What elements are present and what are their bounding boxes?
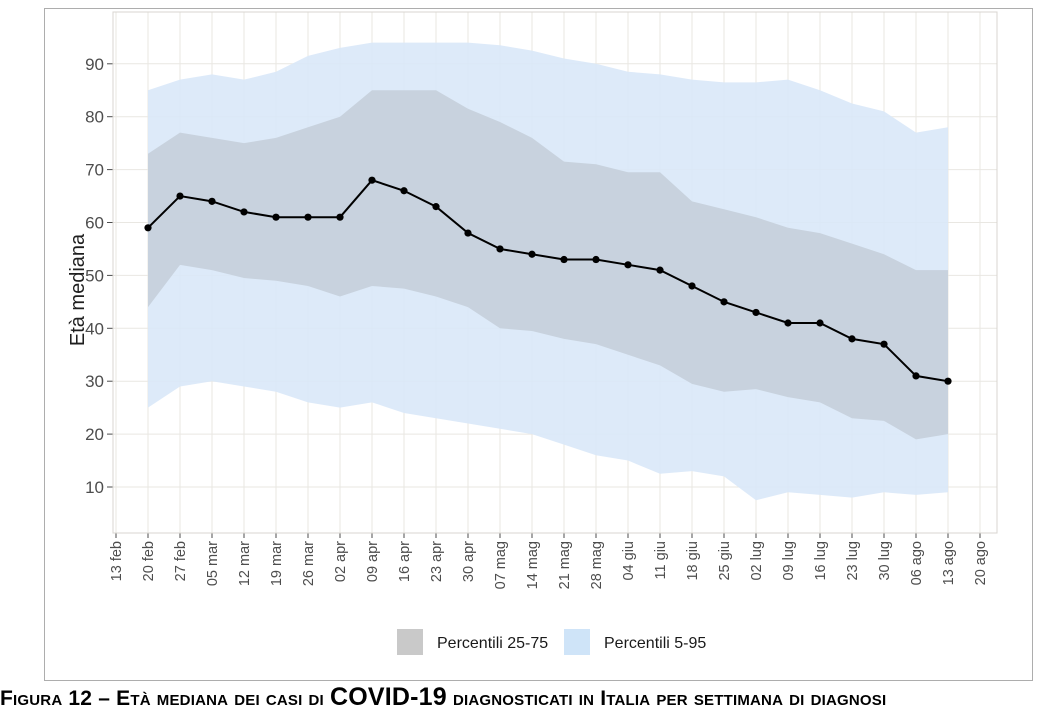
y-tick-label: 40: [85, 319, 104, 338]
x-tick-label: 30 lug: [877, 541, 893, 581]
y-tick-label: 60: [85, 214, 104, 233]
data-point: [656, 266, 664, 274]
data-point: [880, 340, 888, 348]
x-tick-label: 16 apr: [397, 541, 413, 582]
data-point: [240, 208, 248, 216]
figure-caption-text-before: Età mediana dei casi di: [116, 687, 324, 710]
data-point: [784, 319, 792, 327]
x-tick-label: 26 mar: [301, 541, 317, 586]
median-line-layer: [144, 176, 952, 385]
y-tick-label: 50: [85, 266, 104, 285]
y-tick-label: 70: [85, 161, 104, 180]
figure-caption-covid: COVID-19: [329, 683, 447, 711]
x-tick-label: 13 feb: [109, 541, 125, 581]
x-tick-label: 18 giu: [685, 541, 701, 581]
x-tick-label: 12 mar: [237, 541, 253, 586]
axis-tick-layer: [107, 63, 981, 538]
x-tick-label: 25 giu: [717, 541, 733, 581]
median-age-chart: 10 20 30 40 50 60 70 80 90 13 feb 20 feb 27 feb 05 m…: [44, 8, 1033, 681]
x-tick-label: 06 ago: [909, 541, 925, 585]
x-tick-label: 23 lug: [845, 541, 861, 581]
x-tick-label: 23 apr: [429, 541, 445, 582]
data-point: [336, 213, 344, 221]
x-tick-label: 11 giu: [653, 541, 669, 579]
x-tick-label: 19 mar: [269, 541, 285, 586]
data-point: [688, 282, 696, 290]
x-tick-label: 13 ago: [941, 541, 957, 585]
data-point: [752, 308, 760, 317]
data-point: [144, 224, 152, 232]
x-tick-label: 20 ago: [973, 541, 989, 585]
data-point: [528, 250, 536, 258]
y-tick-label: 20: [85, 425, 104, 444]
data-point: [272, 213, 280, 221]
data-point: [432, 203, 440, 211]
figure-caption: Figura 12 – Età mediana dei casi di COVI…: [0, 684, 1042, 712]
x-tick-label: 02 apr: [333, 541, 349, 582]
x-tick-label: 21 mag: [557, 541, 573, 589]
figure-caption-dash: –: [98, 687, 111, 710]
legend-label-percentili-5-95: Percentili 5-95: [604, 635, 706, 652]
data-point: [624, 261, 632, 269]
panel-border: [112, 11, 998, 534]
legend: Percentili 25-75 Percentili 5-95: [397, 629, 706, 655]
data-point: [560, 255, 568, 264]
data-point: [848, 335, 856, 343]
x-tick-label: 27 feb: [173, 541, 189, 581]
x-tick-label: 30 apr: [461, 541, 477, 582]
x-tick-label: 09 apr: [365, 541, 381, 582]
x-tick-label: 09 lug: [781, 541, 797, 581]
median-line: [147, 179, 949, 383]
legend-swatch-percentili-5-95: [564, 629, 590, 655]
data-point: [176, 192, 184, 200]
data-point: [816, 319, 824, 327]
data-point: [464, 229, 472, 237]
y-tick-label: 90: [85, 55, 104, 74]
band-layer: [148, 42, 948, 501]
data-point: [496, 245, 504, 253]
data-point: [400, 187, 408, 195]
data-point: [368, 176, 376, 184]
legend-swatch-percentili-25-75: [397, 629, 423, 655]
axis-label-layer: 10 20 30 40 50 60 70 80 90 13 feb 20 feb 27 feb 05 m…: [85, 55, 989, 590]
x-tick-label: 05 mar: [205, 541, 221, 586]
y-tick-label: 10: [85, 478, 104, 497]
data-point: [912, 372, 920, 380]
y-tick-label: 80: [85, 108, 104, 127]
y-tick-label: 30: [85, 372, 104, 391]
data-point: [304, 213, 312, 221]
x-tick-label: 20 feb: [141, 541, 157, 581]
figure-caption-label: Figura 12: [0, 687, 93, 710]
legend-label-percentili-25-75: Percentili 25-75: [437, 635, 548, 652]
x-tick-label: 14 mag: [525, 541, 541, 589]
data-point: [720, 298, 728, 306]
x-tick-label: 16 lug: [813, 541, 829, 581]
x-tick-label: 28 mag: [589, 541, 605, 589]
figure-caption-text-after: diagnosticati in Italia per settimana di…: [452, 687, 887, 710]
x-tick-label: 07 mag: [493, 541, 509, 589]
data-point: [208, 197, 216, 205]
x-tick-label: 02 lug: [749, 541, 765, 581]
data-point: [944, 377, 952, 385]
data-point: [592, 255, 600, 264]
y-axis-title: Età mediana: [67, 233, 89, 346]
band-percentili-25-75: [148, 90, 948, 440]
x-tick-label: 04 giu: [621, 541, 637, 581]
